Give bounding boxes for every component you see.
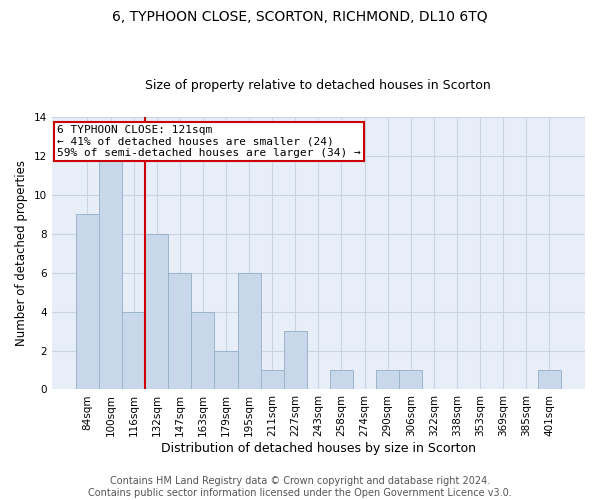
Bar	[122, 312, 145, 390]
Y-axis label: Number of detached properties: Number of detached properties	[15, 160, 28, 346]
Bar	[214, 350, 238, 390]
Bar	[376, 370, 399, 390]
Bar	[538, 370, 561, 390]
Bar	[399, 370, 422, 390]
Text: 6, TYPHOON CLOSE, SCORTON, RICHMOND, DL10 6TQ: 6, TYPHOON CLOSE, SCORTON, RICHMOND, DL1…	[112, 10, 488, 24]
Bar	[76, 214, 99, 390]
Bar	[330, 370, 353, 390]
X-axis label: Distribution of detached houses by size in Scorton: Distribution of detached houses by size …	[161, 442, 476, 455]
Bar	[99, 156, 122, 390]
Bar	[260, 370, 284, 390]
Text: 6 TYPHOON CLOSE: 121sqm
← 41% of detached houses are smaller (24)
59% of semi-de: 6 TYPHOON CLOSE: 121sqm ← 41% of detache…	[57, 125, 361, 158]
Bar	[191, 312, 214, 390]
Bar	[238, 272, 260, 390]
Title: Size of property relative to detached houses in Scorton: Size of property relative to detached ho…	[145, 79, 491, 92]
Text: Contains HM Land Registry data © Crown copyright and database right 2024.
Contai: Contains HM Land Registry data © Crown c…	[88, 476, 512, 498]
Bar	[168, 272, 191, 390]
Bar	[284, 331, 307, 390]
Bar	[145, 234, 168, 390]
